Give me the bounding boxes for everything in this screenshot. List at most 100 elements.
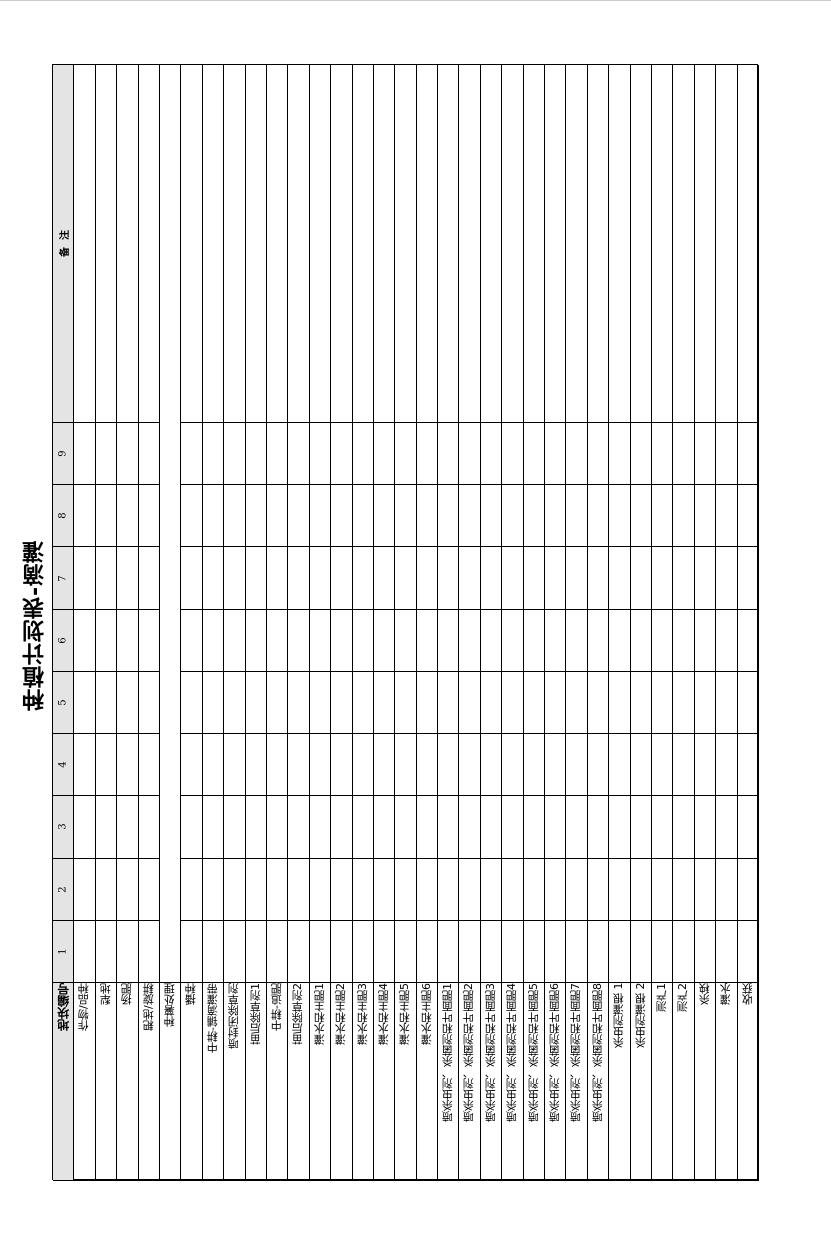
schedule-cell[interactable]: [609, 485, 631, 548]
schedule-cell[interactable]: [202, 485, 225, 548]
schedule-cell[interactable]: [459, 734, 481, 797]
schedule-cell[interactable]: [395, 547, 417, 610]
schedule-cell[interactable]: [74, 485, 96, 548]
schedule-cell[interactable]: [416, 547, 439, 610]
schedule-cell[interactable]: [438, 734, 460, 797]
schedule-cell[interactable]: [587, 485, 610, 548]
schedule-cell[interactable]: [266, 423, 289, 486]
schedule-cell[interactable]: [202, 547, 225, 610]
schedule-cell[interactable]: [459, 920, 481, 983]
schedule-cell[interactable]: [609, 547, 631, 610]
schedule-cell[interactable]: [288, 796, 310, 859]
schedule-cell[interactable]: [502, 485, 524, 548]
schedule-cell[interactable]: [416, 671, 439, 735]
schedule-cell[interactable]: [331, 65, 353, 423]
schedule-cell[interactable]: [416, 796, 439, 859]
schedule-cell[interactable]: [181, 609, 203, 672]
schedule-cell[interactable]: [480, 671, 503, 735]
schedule-cell[interactable]: [309, 920, 332, 983]
schedule-cell[interactable]: [566, 858, 588, 921]
schedule-cell[interactable]: [523, 423, 546, 486]
schedule-cell[interactable]: [138, 920, 160, 983]
schedule-cell[interactable]: [416, 65, 439, 423]
schedule-cell[interactable]: [202, 423, 225, 486]
schedule-cell[interactable]: [224, 920, 246, 983]
schedule-cell[interactable]: [673, 858, 695, 921]
schedule-cell[interactable]: [74, 547, 96, 610]
schedule-cell[interactable]: [716, 734, 738, 797]
schedule-cell[interactable]: [224, 547, 246, 610]
schedule-cell[interactable]: [95, 858, 118, 921]
schedule-cell[interactable]: [737, 65, 759, 423]
schedule-cell[interactable]: [480, 734, 503, 797]
schedule-cell[interactable]: [117, 485, 139, 548]
schedule-cell[interactable]: [309, 485, 332, 548]
schedule-cell[interactable]: [673, 423, 695, 486]
schedule-cell[interactable]: [202, 609, 225, 672]
schedule-cell[interactable]: [737, 920, 759, 983]
schedule-cell[interactable]: [502, 734, 524, 797]
schedule-cell[interactable]: [694, 65, 717, 423]
schedule-cell[interactable]: [288, 734, 310, 797]
schedule-cell[interactable]: [545, 858, 567, 921]
schedule-cell[interactable]: [459, 485, 481, 548]
schedule-cell[interactable]: [202, 796, 225, 859]
schedule-cell[interactable]: [652, 796, 674, 859]
schedule-cell[interactable]: [288, 609, 310, 672]
schedule-cell[interactable]: [245, 485, 267, 548]
schedule-cell[interactable]: [181, 547, 203, 610]
schedule-cell[interactable]: [502, 547, 524, 610]
schedule-cell[interactable]: [523, 671, 546, 735]
schedule-cell[interactable]: [609, 65, 631, 423]
schedule-cell[interactable]: [652, 671, 674, 735]
schedule-cell[interactable]: [181, 796, 203, 859]
schedule-cell[interactable]: [438, 858, 460, 921]
schedule-cell[interactable]: [117, 609, 139, 672]
schedule-cell[interactable]: [652, 485, 674, 548]
schedule-cell[interactable]: [545, 547, 567, 610]
schedule-cell[interactable]: [395, 485, 417, 548]
schedule-cell[interactable]: [74, 796, 96, 859]
schedule-cell[interactable]: [266, 485, 289, 548]
schedule-cell[interactable]: [438, 671, 460, 735]
schedule-cell[interactable]: [480, 858, 503, 921]
schedule-cell[interactable]: [694, 920, 717, 983]
schedule-cell[interactable]: [694, 423, 717, 486]
schedule-cell[interactable]: [266, 858, 289, 921]
schedule-cell[interactable]: [74, 423, 96, 486]
schedule-cell[interactable]: [673, 920, 695, 983]
schedule-cell[interactable]: [694, 609, 717, 672]
schedule-cell[interactable]: [609, 423, 631, 486]
schedule-cell[interactable]: [652, 858, 674, 921]
schedule-cell[interactable]: [438, 796, 460, 859]
schedule-cell[interactable]: [566, 734, 588, 797]
schedule-cell[interactable]: [480, 609, 503, 672]
schedule-cell[interactable]: [288, 423, 310, 486]
schedule-cell[interactable]: [545, 671, 567, 735]
schedule-cell[interactable]: [138, 485, 160, 548]
schedule-cell[interactable]: [523, 796, 546, 859]
schedule-cell[interactable]: [395, 796, 417, 859]
schedule-cell[interactable]: [609, 671, 631, 735]
schedule-cell[interactable]: [224, 485, 246, 548]
schedule-cell[interactable]: [202, 671, 225, 735]
schedule-cell[interactable]: [245, 609, 267, 672]
schedule-cell[interactable]: [331, 547, 353, 610]
schedule-cell[interactable]: [673, 485, 695, 548]
schedule-cell[interactable]: [438, 609, 460, 672]
schedule-cell[interactable]: [74, 858, 96, 921]
schedule-cell[interactable]: [373, 65, 396, 423]
schedule-cell[interactable]: [716, 858, 738, 921]
schedule-cell[interactable]: [416, 485, 439, 548]
schedule-cell[interactable]: [566, 671, 588, 735]
schedule-cell[interactable]: [117, 65, 139, 423]
schedule-cell[interactable]: [245, 547, 267, 610]
schedule-cell[interactable]: [309, 65, 332, 423]
schedule-cell[interactable]: [694, 671, 717, 735]
schedule-cell[interactable]: [74, 671, 96, 735]
schedule-cell[interactable]: [373, 547, 396, 610]
schedule-cell[interactable]: [694, 858, 717, 921]
schedule-cell[interactable]: [95, 671, 118, 735]
schedule-cell[interactable]: [202, 858, 225, 921]
schedule-cell[interactable]: [523, 609, 546, 672]
